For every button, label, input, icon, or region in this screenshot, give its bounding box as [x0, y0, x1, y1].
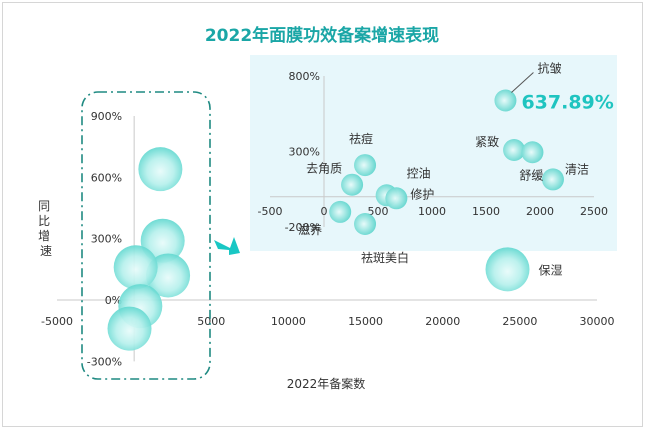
y-tick-label: 0%: [105, 294, 122, 307]
inset-bubble: [494, 89, 517, 112]
main-bubble: [140, 218, 185, 263]
inset-y-tick-label: -200%: [285, 221, 320, 234]
inset-bubble: [341, 173, 364, 196]
x-tick-label: 10000: [271, 315, 306, 328]
inset-x-tick-label: 2500: [580, 205, 608, 218]
inset-x-tick-label: 0: [321, 205, 328, 218]
inset-x-tick-label: 1000: [418, 205, 446, 218]
inset-y-tick-label: 800%: [289, 70, 320, 83]
x-tick-label: 5000: [197, 315, 225, 328]
inset-point-label: 滋养: [298, 222, 322, 237]
y-tick-label: 600%: [91, 171, 122, 184]
inset-point-label: 修护: [410, 186, 434, 201]
inset-point-label: 祛痘: [349, 131, 373, 146]
inset-bubbles: [329, 89, 564, 235]
main-bubble: [138, 147, 183, 192]
leader-line: [511, 72, 534, 93]
inset-point-label: 控油: [407, 166, 431, 180]
y-tick-label: 300%: [91, 233, 122, 246]
inset-x-tick-label: -500: [258, 205, 283, 218]
inset-bubble: [541, 168, 564, 191]
inset-x-tick-label: 500: [368, 205, 389, 218]
main-bubbles: [107, 147, 530, 351]
inset-x-tick-label: 2000: [526, 205, 554, 218]
x-tick-label: 20000: [425, 315, 460, 328]
inset-point-label: 清洁: [565, 162, 589, 176]
inset-y-tick-label: 300%: [289, 146, 320, 159]
highlight-box: [81, 91, 211, 380]
inset-panel: [250, 55, 617, 251]
x-tick-label: -5000: [41, 315, 73, 328]
inset-bubble: [329, 200, 352, 223]
main-point-label: 保湿: [539, 262, 563, 277]
y-tick-label: 900%: [91, 110, 122, 123]
inset-x-tick-label: 1500: [472, 205, 500, 218]
inset-bubble: [385, 187, 408, 210]
inset-point-label: 紧致: [475, 135, 499, 149]
inset-bubble: [521, 141, 544, 164]
inset-bubble: [503, 138, 526, 161]
arrow-icon: [214, 237, 240, 255]
inset-point-label: 祛斑美白: [361, 250, 409, 265]
inset-point-label: 去角质: [306, 162, 342, 176]
main-bubble: [107, 306, 152, 351]
chart-title: 2022年面膜功效备案增速表现: [205, 25, 439, 46]
inset-axes: -500 0 500 1000 1500 2000 2500 800% 300% -200%: [258, 70, 608, 234]
inset-bubble: [354, 212, 377, 235]
x-tick-label: 25000: [502, 315, 537, 328]
x-tick-label: 15000: [348, 315, 383, 328]
inset-point-label: 舒缓: [519, 168, 543, 182]
highlight-value-label: 637.89%: [521, 91, 613, 113]
inset-point-label: 抗皱: [537, 60, 561, 75]
x-axis-title: 2022年备案数: [287, 376, 366, 391]
x-tick-label: 30000: [580, 315, 615, 328]
main-bubble: [113, 245, 158, 290]
y-tick-label: -300%: [87, 355, 122, 368]
inset-bubble: [354, 154, 377, 177]
main-bubble: [485, 247, 530, 292]
y-axis-title: 同 比 增 速: [38, 199, 54, 258]
